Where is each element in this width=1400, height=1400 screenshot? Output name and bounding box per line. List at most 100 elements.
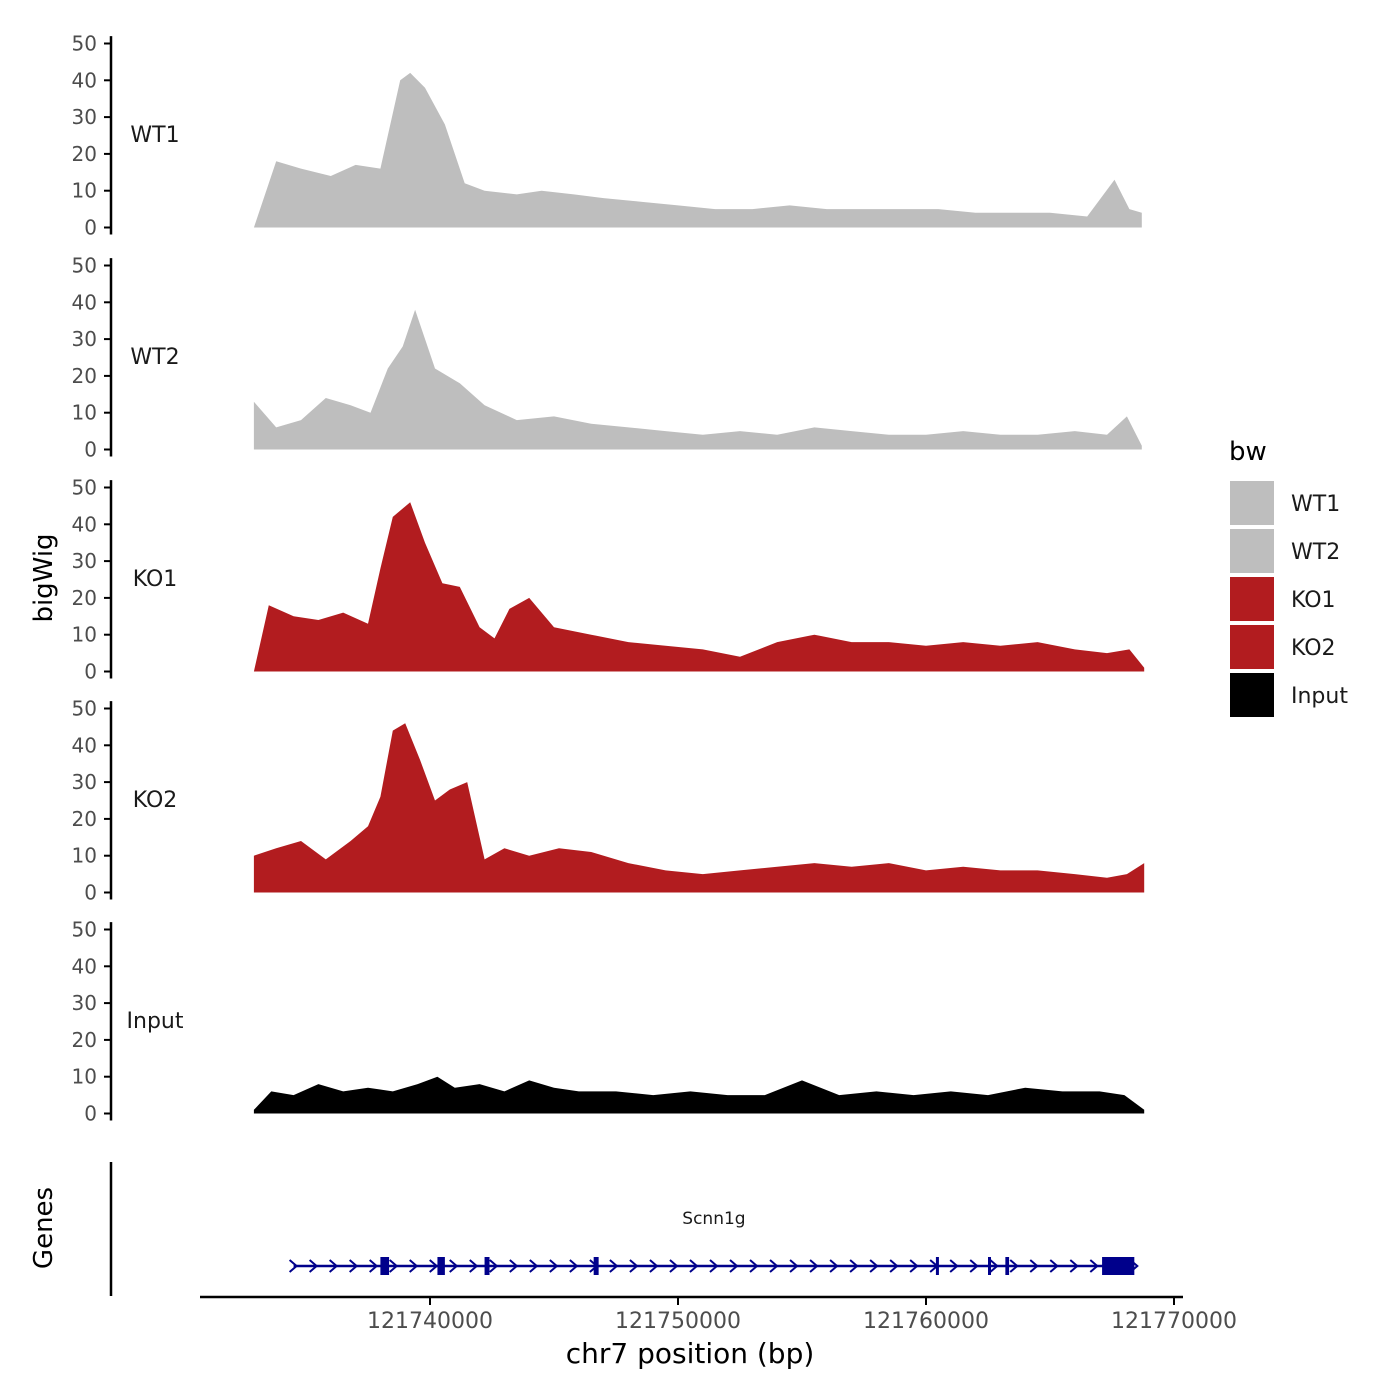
y-tick-label: 50 — [72, 32, 97, 56]
track-ko2: 0 10 20 30 40 50 KO2 — [72, 697, 1145, 905]
y-tick-label: 10 — [72, 844, 97, 868]
x-axis-title: chr7 position (bp) — [566, 1337, 815, 1370]
exon — [935, 1257, 939, 1275]
y-tick-label: 10 — [72, 401, 97, 425]
y-tick-label: 10 — [72, 623, 97, 647]
y-tick-label: 10 — [72, 179, 97, 203]
y-tick-label: 0 — [84, 660, 97, 684]
legend-title: bw — [1229, 437, 1267, 467]
strand-chevron — [669, 1259, 679, 1273]
track-ko1: 0 10 20 30 40 50 KO1 — [72, 476, 1145, 684]
strand-chevron — [709, 1259, 719, 1273]
y-tick-label: 50 — [72, 918, 97, 942]
legend-key-ko1 — [1228, 575, 1276, 623]
x-tick-label: 121740000 — [367, 1309, 493, 1334]
y-tick-label: 30 — [72, 991, 97, 1015]
strand-chevron — [1069, 1259, 1079, 1273]
area-input — [253, 1076, 1145, 1114]
legend-label-ko2: KO2 — [1291, 636, 1336, 661]
strand-chevron — [869, 1259, 879, 1273]
exon — [1102, 1257, 1135, 1275]
strand-chevron — [409, 1259, 419, 1273]
strand-chevron — [1029, 1259, 1039, 1273]
strand-chevron — [969, 1259, 979, 1273]
y-tick-label: 0 — [84, 438, 97, 462]
x-tick-label: 121770000 — [1111, 1309, 1237, 1334]
strand-chevron — [449, 1259, 459, 1273]
y-tick-label: 20 — [72, 586, 97, 610]
legend-key-wt1 — [1228, 479, 1276, 527]
strand-chevron — [769, 1259, 779, 1273]
strand-chevron — [629, 1259, 639, 1273]
legend-key-wt2 — [1228, 527, 1276, 575]
area-wt2 — [253, 309, 1142, 450]
legend-label-input: Input — [1291, 684, 1348, 709]
track-label: WT2 — [130, 345, 179, 370]
legend-label-wt2: WT2 — [1291, 540, 1340, 565]
y-tick-label: 30 — [72, 327, 97, 351]
y-tick-label: 40 — [72, 290, 97, 314]
strand-chevron — [529, 1259, 539, 1273]
gene-name-label: Scnn1g — [682, 1209, 745, 1229]
track-wt2: 0 10 20 30 40 50 WT2 — [72, 254, 1142, 462]
exon — [1005, 1257, 1010, 1275]
track-label: KO1 — [133, 567, 178, 592]
y-tick-label: 20 — [72, 1028, 97, 1052]
x-tick-label: 121750000 — [615, 1309, 741, 1334]
track-wt1: 0 10 20 30 40 50 WT1 — [72, 32, 1142, 240]
strand-chevron — [369, 1259, 379, 1273]
y-tick-label: 40 — [72, 954, 97, 978]
strand-chevron — [989, 1259, 999, 1273]
strand-chevron — [849, 1259, 859, 1273]
strand-chevron — [889, 1259, 899, 1273]
strand-chevron — [729, 1259, 739, 1273]
track-input: 0 10 20 30 40 50 Input — [72, 918, 1145, 1126]
strand-chevron — [909, 1259, 919, 1273]
legend-label-ko1: KO1 — [1291, 588, 1336, 613]
exon — [380, 1257, 390, 1275]
strand-chevron — [429, 1259, 439, 1273]
strand-chevron — [489, 1259, 499, 1273]
strand-chevron — [509, 1259, 519, 1273]
y-tick-label: 0 — [84, 216, 97, 240]
strand-chevron — [809, 1259, 819, 1273]
y-tick-label: 20 — [72, 807, 97, 831]
area-wt1 — [253, 72, 1142, 228]
strand-chevron — [789, 1259, 799, 1273]
y-tick-label: 10 — [72, 1065, 97, 1089]
strand-chevron — [549, 1259, 559, 1273]
y-tick-label: 0 — [84, 881, 97, 905]
legend-key-input — [1228, 671, 1276, 719]
strand-chevron — [1049, 1259, 1059, 1273]
gene-track: Scnn1g — [288, 1209, 1139, 1275]
tracks-group: 0 10 20 30 40 50 WT1 0 10 20 30 40 50 WT2 0 10 20 30 40 50 K… — [72, 32, 1145, 1126]
exon — [437, 1257, 445, 1275]
genes-panel-title: Genes — [29, 1187, 59, 1269]
y-tick-label: 30 — [72, 770, 97, 794]
strand-chevron — [308, 1259, 319, 1273]
exon — [988, 1257, 991, 1275]
track-label: Input — [127, 1009, 184, 1034]
y-tick-label: 30 — [72, 549, 97, 573]
y-tick-label: 0 — [84, 1102, 97, 1126]
y-tick-label: 40 — [72, 733, 97, 757]
legend-label-wt1: WT1 — [1291, 492, 1340, 517]
strand-chevron — [609, 1259, 619, 1273]
legend-key-ko2 — [1228, 623, 1276, 671]
strand-chevron — [749, 1259, 759, 1273]
track-label: WT1 — [130, 123, 179, 148]
y-tick-label: 50 — [72, 697, 97, 721]
strand-chevron — [1009, 1259, 1019, 1273]
x-axis: 121740000 121750000 121760000 121770000 — [200, 1295, 1237, 1334]
legend: bw WT1 WT2 KO1 KO2 Input — [1228, 437, 1348, 719]
y-axis-title: bigWig — [29, 533, 59, 622]
track-label: KO2 — [133, 788, 178, 813]
strand-chevron — [829, 1259, 839, 1273]
y-tick-label: 20 — [72, 364, 97, 388]
y-tick-label: 40 — [72, 512, 97, 536]
y-tick-label: 50 — [72, 476, 97, 500]
strand-chevron — [569, 1259, 579, 1273]
strand-chevron — [689, 1259, 699, 1273]
exon — [484, 1257, 490, 1275]
